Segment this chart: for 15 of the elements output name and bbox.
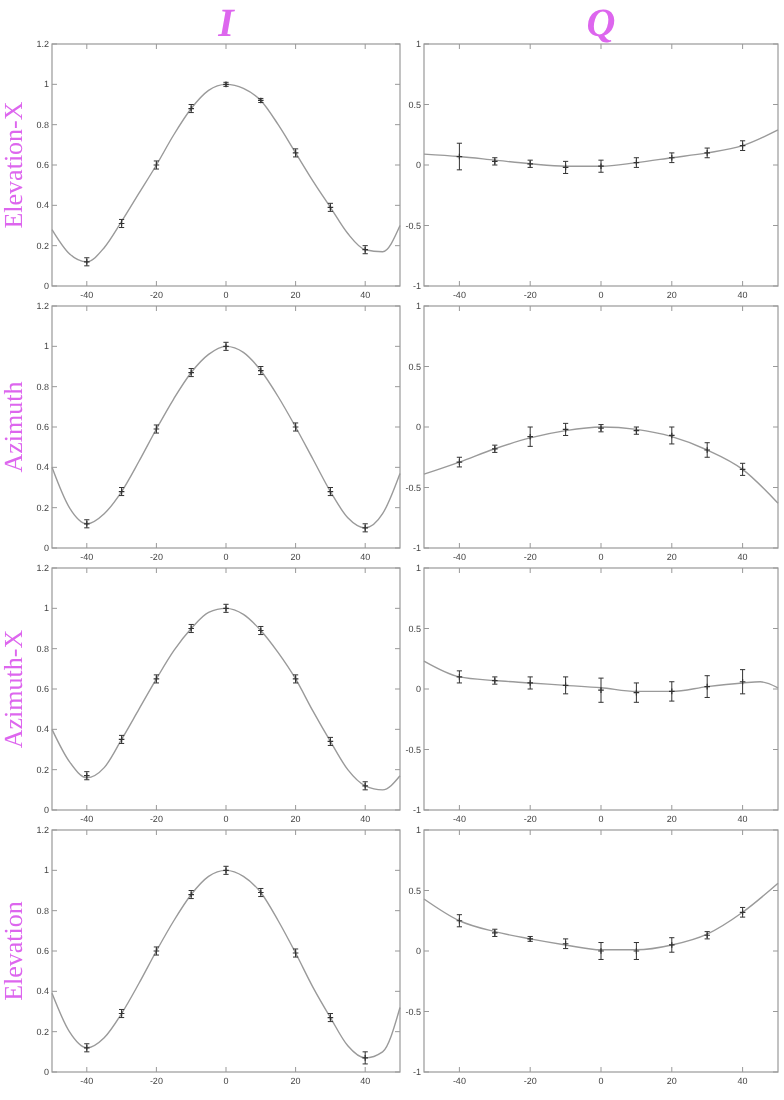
y-axis-title: Elevation-X <box>0 100 28 229</box>
point <box>668 941 676 949</box>
chart-title: I <box>216 2 237 46</box>
chart-title: Q <box>586 2 616 46</box>
point <box>597 686 605 694</box>
point <box>456 673 463 681</box>
point <box>526 679 534 687</box>
point <box>633 947 640 955</box>
y-axis-title: Azimuth-X <box>0 628 28 749</box>
point <box>597 162 605 170</box>
y-axis-title: Elevation <box>0 900 28 1001</box>
y-axis-title: Azimuth <box>0 380 28 473</box>
point <box>361 1054 369 1062</box>
point <box>703 446 711 454</box>
point <box>597 947 605 955</box>
